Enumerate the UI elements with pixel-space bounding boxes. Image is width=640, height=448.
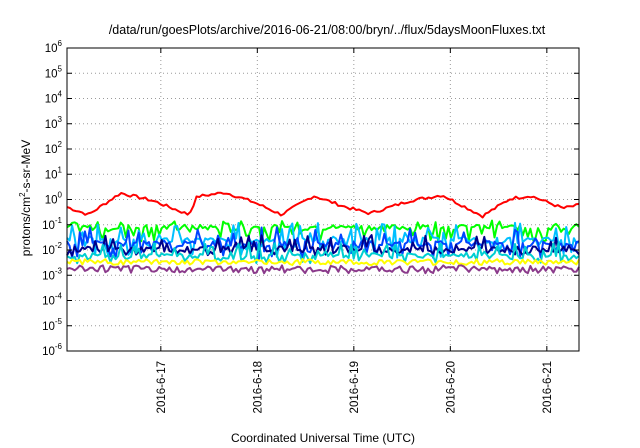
series-line-1 <box>66 191 580 219</box>
chart-title: /data/run/goesPlots/archive/2016-06-21/0… <box>109 23 546 37</box>
series-line-2 <box>66 219 580 244</box>
y-tick-label: 101 <box>45 165 63 181</box>
x-tick-label: 2016-6-20 <box>445 361 457 413</box>
data-series <box>66 191 580 275</box>
y-axis-label-part-2: -s-sr-MeV <box>19 140 33 193</box>
y-tick-label: 100 <box>45 191 63 207</box>
y-tick-label: 10-1 <box>42 216 62 232</box>
series-line-8 <box>66 264 580 275</box>
x-axis-label: Coordinated Universal Time (UTC) <box>231 431 415 445</box>
y-tick-label: 104 <box>45 90 63 106</box>
y-axis-label-superscript: 2 <box>18 192 27 197</box>
y-tick-label: 102 <box>45 140 63 156</box>
x-tick-label: 2016-6-17 <box>156 361 168 413</box>
x-axis-ticks: 2016-6-17 2016-6-18 2016-6-19 2016-6-20 2016… <box>156 48 554 413</box>
x-tick-label: 2016-6-18 <box>252 361 264 413</box>
y-tick-label: 10-5 <box>42 317 62 333</box>
series-line-6 <box>66 241 580 265</box>
y-axis-label-part-1: protons/cm <box>19 197 33 256</box>
x-tick-label: 2016-6-21 <box>542 361 554 413</box>
y-axis-ticks: 10-6 10-5 10-4 10-3 10-2 10-1 100 101 102 103 104 1… <box>42 39 579 358</box>
y-tick-label: 105 <box>45 64 63 80</box>
y-tick-label: 10-2 <box>42 241 62 257</box>
y-tick-label: 10-4 <box>42 292 62 308</box>
y-tick-label: 10-6 <box>42 342 62 358</box>
x-tick-label: 2016-6-19 <box>349 361 361 413</box>
y-tick-label: 103 <box>45 115 63 131</box>
y-tick-label: 10-3 <box>42 266 62 282</box>
series-line-7 <box>66 258 580 266</box>
y-axis-label: protons/cm2-s-sr-MeV <box>18 140 33 256</box>
y-tick-label: 106 <box>45 39 63 55</box>
